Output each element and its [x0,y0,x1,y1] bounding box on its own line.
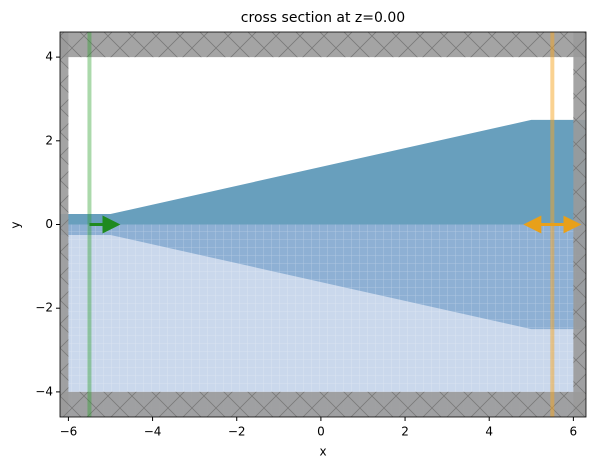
y-axis-label: y [9,221,23,228]
pml-hatch [60,391,586,417]
x-tick-label: −2 [228,425,246,439]
y-tick-label: −4 [35,384,53,398]
y-tick-label: 2 [45,133,53,147]
pml-hatch [573,32,586,417]
chart-title: cross section at z=0.00 [241,10,405,26]
structure-region [60,119,586,225]
y-tick-label: 4 [45,50,53,64]
x-tick-label: −6 [60,425,78,439]
pml-hatch [60,32,586,58]
x-tick-label: 2 [401,425,409,439]
pml-hatch [60,32,69,417]
y-tick-label: −2 [35,301,53,315]
mesh-overlay [60,224,586,330]
x-tick-label: 6 [570,425,578,439]
x-axis-label: x [319,445,326,459]
x-tick-label: 4 [485,425,493,439]
y-tick-label: 0 [45,217,53,231]
x-tick-label: −4 [144,425,162,439]
x-tick-label: 0 [317,425,325,439]
